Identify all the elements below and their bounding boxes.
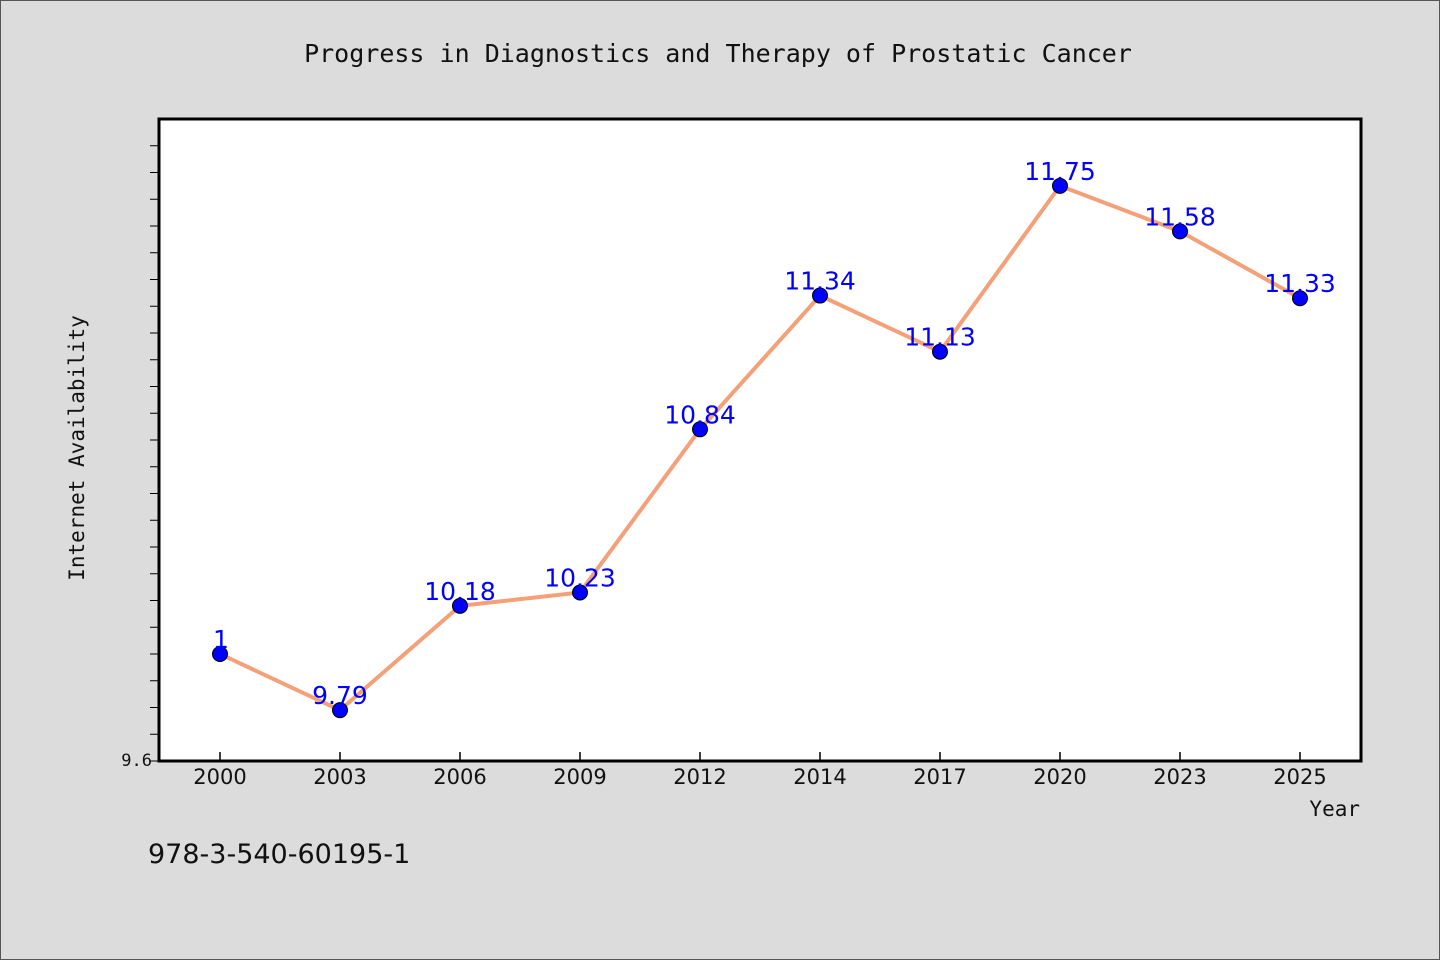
y-axis-title: Internet Availability	[65, 315, 89, 581]
data-point	[932, 343, 948, 360]
data-label: 11.34	[784, 267, 856, 296]
data-label: 11.58	[1144, 202, 1216, 231]
data-point	[452, 597, 468, 614]
x-tick-label: 2009	[553, 765, 606, 789]
data-label: 10.84	[664, 400, 736, 429]
data-label: 11.13	[904, 323, 976, 352]
data-point	[1052, 177, 1068, 194]
data-label: 11.33	[1264, 269, 1336, 298]
data-label: 1	[213, 625, 229, 654]
chart-title: Progress in Diagnostics and Therapy of P…	[304, 39, 1132, 68]
data-label: 9.79	[312, 681, 368, 710]
data-label: 10.18	[424, 577, 496, 606]
x-tick-label: 2012	[673, 765, 726, 789]
data-point	[812, 287, 828, 304]
x-tick-label: 2003	[313, 765, 366, 789]
y-tick-label: 9.6	[121, 751, 152, 771]
series-layer: 1 9.79 10.18 10.23 10.84 11.34 11.13 11.75 11.58…	[212, 157, 1336, 719]
data-point	[692, 421, 708, 438]
x-tick-label: 2000	[193, 765, 246, 789]
x-axis-title: Year	[1309, 797, 1360, 821]
x-axis-ticks: 2000 2003 2006 2009 2012 2014 2017 2020 2023 2025	[193, 752, 1327, 789]
x-tick-label: 2006	[433, 765, 486, 789]
x-tick-label: 2023	[1153, 765, 1206, 789]
data-point	[332, 702, 348, 719]
data-label: 11.75	[1024, 157, 1096, 186]
x-tick-label: 2017	[913, 765, 966, 789]
x-tick-label: 2014	[793, 765, 846, 789]
data-label: 10.23	[544, 563, 616, 592]
y-axis-ticks	[150, 145, 159, 762]
x-tick-label: 2020	[1033, 765, 1086, 789]
series-line	[218, 183, 1302, 713]
x-tick-label: 2025	[1273, 765, 1326, 789]
isbn-annotation: 978-3-540-60195-1	[148, 839, 410, 870]
data-point	[1292, 290, 1308, 307]
data-point	[572, 584, 588, 601]
data-point	[1172, 223, 1188, 240]
data-point	[212, 646, 228, 662]
